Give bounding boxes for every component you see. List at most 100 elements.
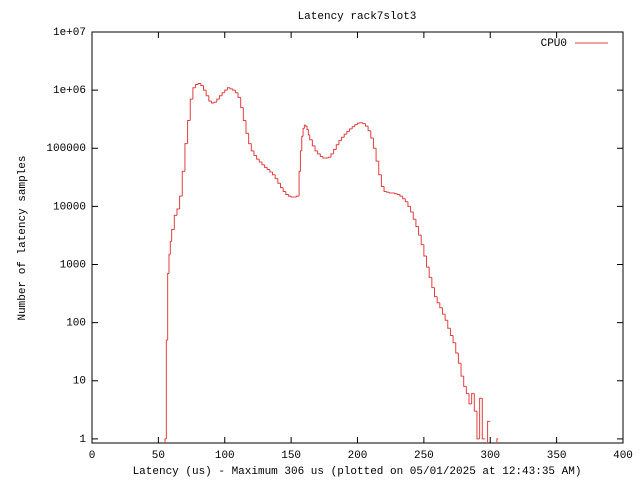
- line-step: [306, 126, 309, 131]
- x-tick-label: 50: [152, 450, 165, 462]
- line-step: [378, 161, 382, 176]
- line-step: [473, 393, 477, 412]
- line-step: [213, 101, 217, 104]
- line-step: [418, 226, 422, 236]
- line-step: [338, 140, 342, 145]
- line-step: [242, 107, 246, 122]
- line-step: [423, 244, 427, 257]
- line-step: [232, 88, 236, 91]
- line-step: [200, 83, 204, 87]
- y-tick-label: 100: [66, 318, 86, 330]
- line-step: [181, 170, 185, 197]
- line-step: [285, 191, 289, 196]
- line-step: [287, 194, 292, 197]
- line-step: [299, 150, 302, 172]
- line-step: [307, 129, 310, 136]
- line-step: [290, 196, 294, 198]
- y-tick-label: 1e+06: [53, 85, 86, 97]
- line-step: [187, 120, 191, 144]
- line-step: [327, 156, 331, 158]
- line-step: [351, 126, 355, 129]
- line-step: [407, 201, 411, 207]
- line-step: [261, 162, 265, 166]
- line-step: [496, 438, 499, 443]
- line-step: [412, 212, 416, 220]
- line-step: [258, 159, 262, 163]
- line-step: [375, 148, 379, 162]
- x-tick-label: 300: [480, 450, 500, 462]
- line-step: [341, 136, 345, 141]
- line-step: [250, 143, 254, 152]
- line-step: [396, 193, 400, 196]
- line-step: [436, 296, 440, 304]
- line-step: [266, 167, 270, 171]
- line-step: [420, 235, 424, 246]
- line-step: [399, 194, 403, 197]
- line-step: [317, 150, 321, 155]
- line-step: [455, 342, 459, 354]
- line-step: [280, 183, 284, 189]
- line-step: [433, 287, 438, 298]
- line-step: [428, 267, 432, 278]
- line-step: [479, 397, 483, 439]
- line-step: [346, 130, 350, 135]
- y-axis-label: Number of latency samples: [17, 155, 29, 320]
- line-step: [264, 164, 268, 168]
- line-step: [404, 198, 408, 203]
- line-step: [269, 169, 273, 173]
- line-step: [237, 92, 241, 98]
- x-tick-label: 200: [348, 450, 368, 462]
- line-step: [168, 253, 171, 274]
- line-step: [226, 87, 231, 91]
- line-step: [380, 174, 385, 187]
- line-step: [245, 120, 249, 134]
- line-step: [357, 122, 361, 125]
- line-step: [330, 153, 334, 158]
- line-step: [441, 307, 446, 315]
- line-step: [465, 386, 470, 395]
- line-step: [234, 90, 239, 94]
- line-step: [179, 195, 183, 210]
- line-step: [176, 208, 180, 216]
- line-step: [165, 339, 168, 439]
- line-step: [277, 178, 281, 184]
- line-step: [388, 192, 393, 194]
- line-step: [192, 87, 196, 100]
- line-step: [203, 85, 207, 91]
- line-step: [309, 134, 313, 141]
- line-step: [210, 101, 215, 104]
- line-step: [173, 214, 177, 230]
- line-step: [439, 302, 443, 309]
- line-step: [370, 130, 374, 139]
- line-step: [229, 87, 233, 90]
- line-step: [216, 98, 220, 103]
- line-step: [169, 240, 172, 255]
- line-step: [471, 393, 475, 404]
- line-step: [253, 150, 257, 157]
- line-step: [208, 95, 212, 102]
- x-tick-label: 0: [89, 450, 96, 462]
- y-tick-label: 1000: [60, 259, 86, 271]
- x-tick-label: 100: [215, 450, 235, 462]
- line-step: [319, 153, 323, 158]
- line-step: [452, 335, 456, 344]
- line-step: [362, 122, 366, 125]
- line-step: [184, 143, 188, 172]
- line-step: [402, 196, 406, 200]
- line-step: [302, 127, 305, 137]
- line-step: [367, 126, 371, 132]
- line-step: [372, 138, 377, 149]
- line-step: [301, 135, 304, 151]
- line-step: [394, 192, 398, 195]
- line-step: [444, 314, 448, 321]
- line-step: [298, 170, 301, 197]
- line-step: [218, 95, 223, 100]
- line-step: [447, 320, 451, 329]
- legend-label: CPU0: [541, 38, 567, 50]
- line-step: [460, 363, 464, 377]
- line-step: [197, 83, 201, 85]
- line-step: [476, 411, 480, 440]
- y-tick-label: 1: [79, 434, 86, 446]
- line-step: [343, 133, 347, 138]
- x-tick-label: 350: [547, 450, 567, 462]
